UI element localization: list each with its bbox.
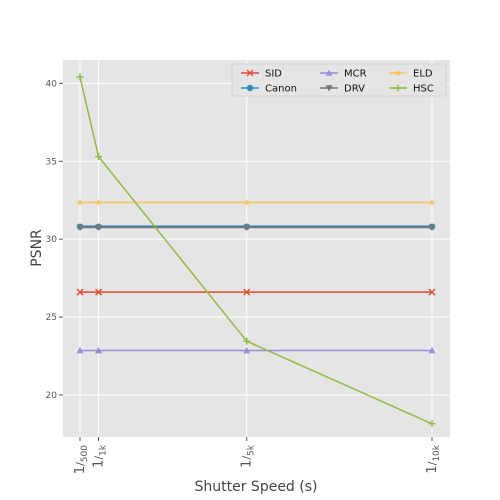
- legend-marker-eld: [394, 69, 402, 77]
- series-hsc: [76, 73, 436, 428]
- point-mcr: [428, 347, 436, 354]
- point-drv: [428, 224, 436, 231]
- point-mcr: [76, 347, 84, 354]
- point-drv: [243, 224, 251, 231]
- point-eld: [428, 198, 436, 206]
- legend-marker-hsc: [394, 84, 402, 92]
- y-tick-label: 40: [46, 79, 58, 89]
- legend: SID Canon MCR DRV ELD HSC: [231, 63, 447, 97]
- series-eld: [76, 198, 436, 206]
- point-mcr: [95, 347, 103, 354]
- legend-marker-drv: [325, 85, 333, 92]
- x-tick-label: 1/10k: [425, 444, 442, 473]
- y-tick-label: 25: [46, 313, 57, 323]
- point-sid: [428, 288, 436, 296]
- legend-label-mcr: MCR: [344, 69, 367, 80]
- legend-item-eld: ELD: [389, 69, 433, 80]
- legend-item-hsc: HSC: [389, 84, 434, 95]
- legend-label-canon: Canon: [265, 84, 297, 95]
- point-drv: [76, 224, 84, 231]
- series-drv: [76, 224, 436, 231]
- legend-label-drv: DRV: [344, 84, 365, 95]
- point-hsc: [428, 420, 436, 428]
- y-tick-label: 20: [46, 391, 58, 401]
- point-sid: [76, 288, 84, 296]
- point-hsc: [76, 73, 84, 81]
- point-eld: [94, 198, 103, 206]
- x-axis-title: Shutter Speed (s): [195, 479, 318, 495]
- point-mcr: [243, 347, 251, 354]
- legend-item-mcr: MCR: [320, 69, 367, 80]
- point-drv: [95, 224, 103, 231]
- point-eld: [243, 198, 251, 206]
- series-sid: [76, 288, 436, 296]
- legend-marker-mcr: [325, 69, 333, 76]
- y-tick-label: 30: [46, 235, 58, 245]
- plot-background: [63, 60, 450, 437]
- series-line-hsc: [79, 76, 433, 425]
- x-tick-label: 1/1k: [92, 444, 109, 468]
- legend-item-sid: SID: [241, 69, 282, 80]
- x-tick-label: 1/500: [73, 445, 90, 474]
- legend-label-hsc: HSC: [413, 84, 434, 95]
- y-axis-title: PSNR: [29, 229, 45, 267]
- y-axis-ticks: 20 25 30 35 40: [46, 79, 63, 401]
- legend-label-eld: ELD: [413, 69, 433, 80]
- legend-marker-sid: [246, 69, 254, 77]
- series-layer: [76, 73, 436, 428]
- point-sid: [243, 288, 251, 296]
- legend-marker-canon: [246, 84, 254, 92]
- y-tick-label: 35: [46, 157, 57, 167]
- point-hsc: [243, 337, 251, 345]
- series-mcr: [76, 347, 436, 354]
- legend-label-sid: SID: [265, 69, 282, 80]
- legend-item-drv: DRV: [320, 84, 365, 95]
- point-sid: [95, 288, 103, 296]
- legend-item-canon: Canon: [241, 84, 297, 95]
- x-tick-label: 1/5k: [240, 444, 257, 468]
- point-hsc: [95, 153, 103, 161]
- point-eld: [76, 198, 84, 206]
